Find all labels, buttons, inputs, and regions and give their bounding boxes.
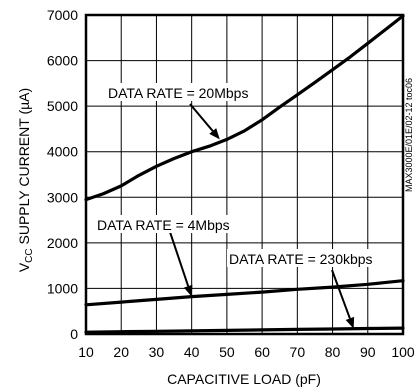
y-tick-label: 6000 bbox=[47, 53, 78, 69]
y-axis-label-rest: SUPPLY CURRENT (µA) bbox=[16, 88, 32, 249]
y-axis-label: VCC SUPPLY CURRENT (µA) bbox=[16, 88, 35, 272]
y-tick-label: 7000 bbox=[47, 7, 78, 23]
series-line-1 bbox=[84, 14, 405, 202]
y-tick-label: 2000 bbox=[47, 235, 78, 251]
grid bbox=[86, 15, 403, 334]
tick-labels: 10 20 30 40 50 60 70 80 90 1000100020003000400050… bbox=[47, 7, 415, 360]
x-tick-label: 50 bbox=[219, 344, 235, 360]
x-tick-label: 40 bbox=[184, 344, 200, 360]
y-tick-label: 5000 bbox=[47, 98, 78, 114]
annotation-label: DATA RATE = 20Mbps bbox=[108, 85, 248, 101]
y-axis-label-cc: CC bbox=[24, 248, 35, 262]
x-tick-label: 60 bbox=[254, 344, 270, 360]
annotation-label-bg bbox=[106, 83, 251, 101]
annotation-label: DATA RATE = 4Mbps bbox=[97, 217, 230, 233]
annotation-label: DATA RATE = 230kbps bbox=[229, 251, 373, 267]
y-tick-label: 1000 bbox=[47, 280, 78, 296]
series-line-2 bbox=[84, 279, 405, 307]
annotation-arrow-head bbox=[209, 128, 220, 140]
annotation-label-bg bbox=[227, 249, 376, 267]
x-tick-label: 100 bbox=[391, 344, 415, 360]
series-group bbox=[84, 14, 405, 334]
annotation-arrow-head bbox=[345, 316, 355, 329]
y-tick-label: 0 bbox=[70, 326, 78, 342]
annotations: DATA RATE = 20Mbps DATA RATE = 4Mbps DATA … bbox=[95, 83, 376, 329]
plot-frame bbox=[84, 13, 405, 336]
x-tick-label: 10 bbox=[78, 344, 94, 360]
annotation-label-bg bbox=[95, 215, 230, 233]
y-axis-label-v: V bbox=[16, 262, 32, 272]
x-tick-label: 20 bbox=[113, 344, 129, 360]
x-tick-label: 90 bbox=[360, 344, 376, 360]
x-tick-label: 30 bbox=[149, 344, 165, 360]
annotation-arrow bbox=[169, 231, 190, 287]
x-tick-label: 70 bbox=[290, 344, 306, 360]
series-line-3 bbox=[84, 326, 405, 334]
x-axis-label: CAPACITIVE LOAD (pF) bbox=[167, 371, 321, 387]
y-tick-label: 3000 bbox=[47, 189, 78, 205]
y-tick-label: 4000 bbox=[47, 144, 78, 160]
figure-id-note: MAX3000E/01E/02-12 toc06 bbox=[404, 78, 414, 192]
annotation-arrow bbox=[331, 269, 351, 319]
annotation-arrow-head bbox=[183, 284, 193, 297]
annotation-arrow bbox=[189, 103, 214, 132]
x-tick-label: 80 bbox=[325, 344, 341, 360]
